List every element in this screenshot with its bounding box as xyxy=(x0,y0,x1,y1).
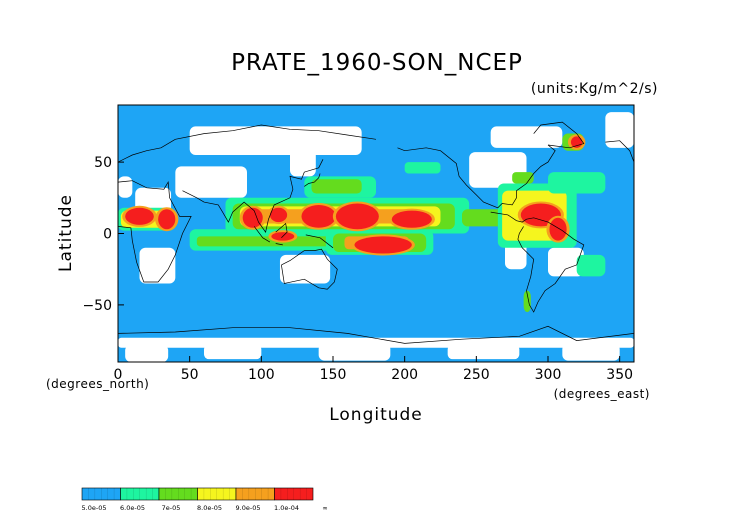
x-tick-label-3: 150 xyxy=(320,367,347,383)
coastline-11 xyxy=(533,121,585,149)
field-region-39 xyxy=(523,290,531,313)
coastline-12 xyxy=(605,140,634,163)
y-tick-label-2: −50 xyxy=(82,298,112,314)
x-tick-label-2: 100 xyxy=(248,367,275,383)
map-plot-area xyxy=(118,105,634,362)
maximum-core-7 xyxy=(391,210,432,228)
coastline-6 xyxy=(275,222,288,239)
field-region-5 xyxy=(118,337,634,348)
field-region-16 xyxy=(605,112,634,148)
x-tick-label-4: 200 xyxy=(391,367,418,383)
maximum-core-8 xyxy=(354,236,412,254)
field-region-37 xyxy=(404,162,441,174)
y-tick-label-0: 50 xyxy=(94,155,112,171)
colorbar-label-6: ∞ xyxy=(322,504,327,512)
y-tick-label-1: 0 xyxy=(103,227,112,243)
maximum-core-5 xyxy=(301,204,336,228)
field-region-11 xyxy=(279,254,331,284)
field-region-0 xyxy=(125,344,169,362)
maximum-core-10 xyxy=(549,217,567,241)
coastline-0 xyxy=(118,124,377,163)
field-region-7 xyxy=(175,166,247,198)
coastline-4 xyxy=(253,226,271,243)
x-tick-label-0: 0 xyxy=(114,367,123,383)
field-region-38 xyxy=(576,254,606,277)
field-region-1 xyxy=(204,344,262,360)
y-sublabel: (degrees_north) xyxy=(46,377,149,391)
maximum-core-0 xyxy=(125,207,154,225)
colorbar-label-4: 9.0e-05 xyxy=(236,504,261,512)
x-tick-label-7: 350 xyxy=(606,367,633,383)
colorbar-label-0: 5.0e-05 xyxy=(82,504,107,512)
field-region-19 xyxy=(196,236,333,247)
coastline-7 xyxy=(305,234,334,249)
units-label: (units:Kg/m^2/s) xyxy=(531,81,658,97)
field-region-17 xyxy=(118,176,133,198)
coastline-10 xyxy=(490,211,585,313)
maximum-core-11 xyxy=(570,136,583,148)
coastlines xyxy=(118,121,634,344)
colorbar-label-2: 7e-05 xyxy=(162,504,181,512)
colorbar-swatch-5 xyxy=(274,487,314,501)
coastline-2 xyxy=(182,159,324,233)
colorbar-label-5: 1.0e-04 xyxy=(274,504,299,512)
coastline-9 xyxy=(397,144,556,209)
x-tick-label-1: 50 xyxy=(181,367,199,383)
colorbar: 5.0e-05 6.0e-05 7e-05 8.0e-05 9.0e-05 1.0e-04… xyxy=(82,487,328,512)
field-region-34 xyxy=(548,172,606,194)
x-axis-ticks: 0 50 100 150 200 250 300 350 xyxy=(114,356,633,383)
coastline-8 xyxy=(281,248,338,290)
maximum-core-3 xyxy=(269,207,288,223)
chart-title: PRATE_1960-SON_NCEP xyxy=(231,50,523,76)
maximum-core-2 xyxy=(242,207,263,228)
coastline-13 xyxy=(118,325,634,344)
precipitation-maxima xyxy=(122,134,586,256)
field-region-13 xyxy=(490,126,563,148)
field-region-10 xyxy=(139,247,176,284)
maximum-core-1 xyxy=(158,209,176,230)
x-tick-label-5: 250 xyxy=(463,367,490,383)
colorbar-label-3: 8.0e-05 xyxy=(197,504,222,512)
x-axis-label: Longitude xyxy=(329,405,423,425)
colorbar-label-1: 6.0e-05 xyxy=(120,504,145,512)
x-sublabel: (degrees_east) xyxy=(554,387,650,401)
coastline-3 xyxy=(304,173,321,187)
x-tick-label-6: 300 xyxy=(535,367,562,383)
coastline-5 xyxy=(275,243,283,246)
field-region-14 xyxy=(548,247,584,277)
y-axis-label: Latitude xyxy=(56,194,76,272)
field-region-28 xyxy=(311,179,362,194)
y-axis-ticks: 50 0 −50 xyxy=(82,155,124,314)
coastline-1 xyxy=(118,180,192,283)
field-region-9 xyxy=(189,126,362,155)
field-region-3 xyxy=(447,344,520,360)
maximum-core-6 xyxy=(335,203,379,230)
